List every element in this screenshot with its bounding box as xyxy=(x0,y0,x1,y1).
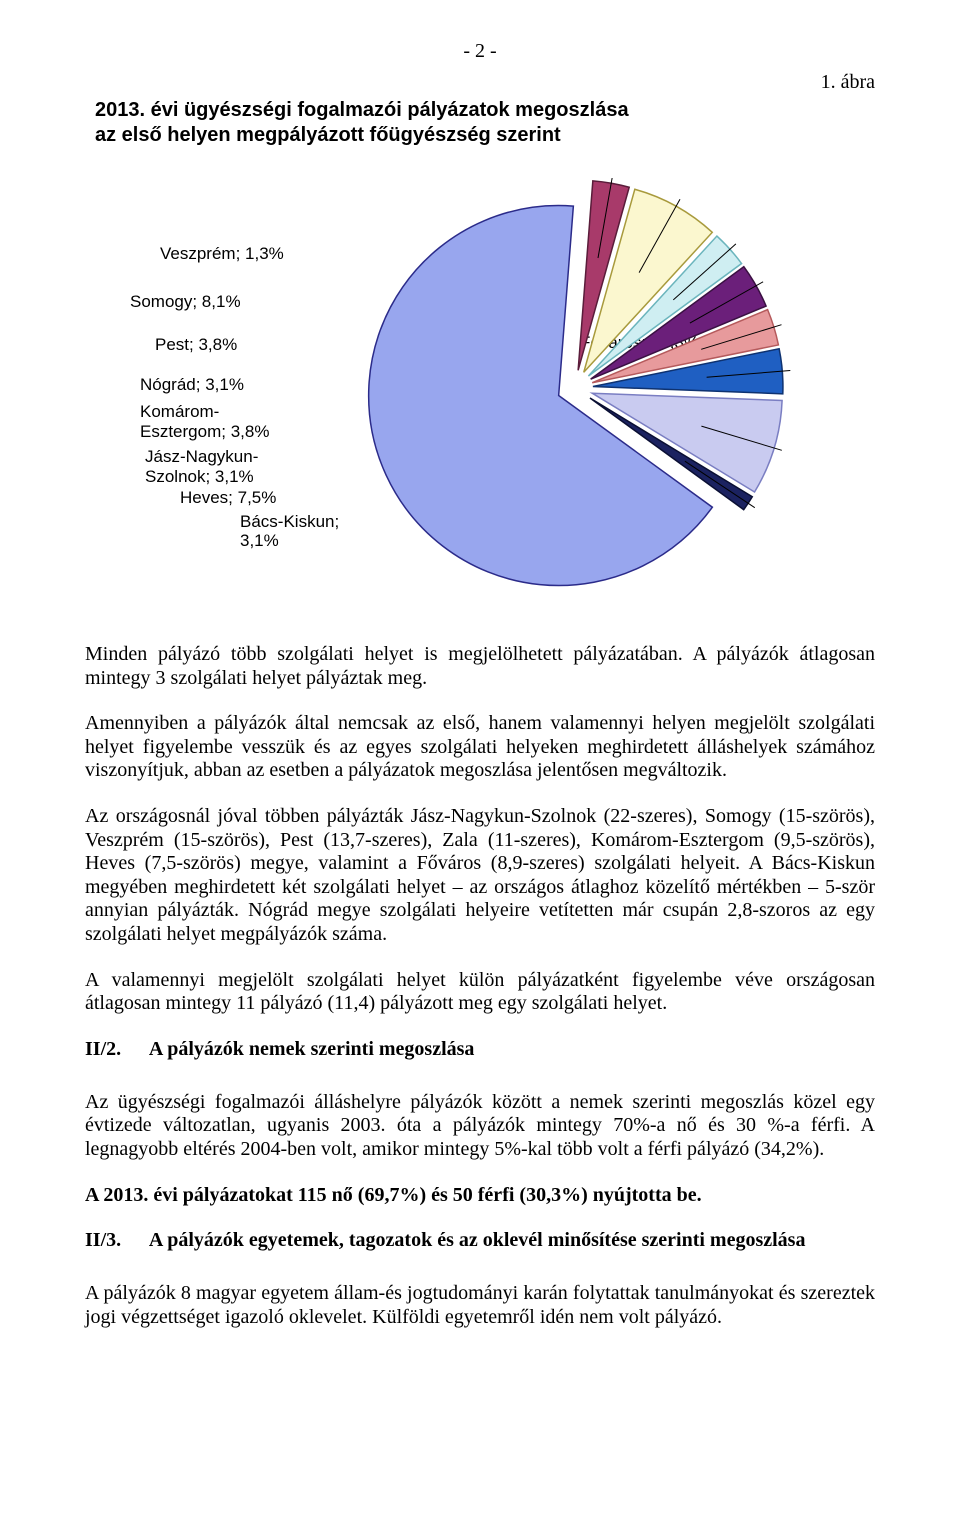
heading-ii2: II/2. A pályázók nemek szerinti megoszlá… xyxy=(85,1038,875,1061)
paragraph-4: A valamennyi megjelölt szolgálati helyet… xyxy=(85,969,875,1016)
paragraph-6: A 2013. évi pályázatokat 115 nő (69,7%) … xyxy=(85,1184,875,1208)
figure-block: 1. ábra 2013. évi ügyészségi fogalmazói … xyxy=(85,71,875,618)
heading-ii3-num: II/3. xyxy=(85,1229,145,1252)
paragraph-1: Minden pályázó több szolgálati helyet is… xyxy=(85,643,875,690)
label-somogy: Somogy; 8,1% xyxy=(130,292,345,312)
label-bacs: Bács-Kiskun; 3,1% xyxy=(240,512,345,551)
heading-ii3: II/3. A pályázók egyetemek, tagozatok és… xyxy=(85,1229,875,1252)
label-veszprem: Veszprém; 1,3% xyxy=(160,244,345,264)
chart-title-line1: 2013. évi ügyészségi fogalmazói pályázat… xyxy=(95,99,629,121)
heading-ii3-text: A pályázók egyetemek, tagozatok és az ok… xyxy=(149,1229,806,1251)
label-komarom-line1: Komárom- xyxy=(140,402,345,422)
chart-left-labels: Veszprém; 1,3% Somogy; 8,1% Pest; 3,8% N… xyxy=(85,238,345,551)
paragraph-7: A pályázók 8 magyar egyetem állam-és jog… xyxy=(85,1282,875,1329)
label-jnsz-line1: Jász-Nagykun- xyxy=(145,447,345,467)
label-nograd: Nógrád; 3,1% xyxy=(140,375,345,395)
chart-area: Veszprém; 1,3% Somogy; 8,1% Pest; 3,8% N… xyxy=(85,158,875,618)
figure-label: 1. ábra xyxy=(85,71,875,94)
paragraph-3: Az országosnál jóval többen pályázták Já… xyxy=(85,805,875,947)
paragraph-5: Az ügyészségi fogalmazói álláshelyre pál… xyxy=(85,1091,875,1162)
page-number: - 2 - xyxy=(85,40,875,63)
heading-ii2-text: A pályázók nemek szerinti megoszlása xyxy=(149,1038,475,1060)
label-jnsz-line2: Szolnok; 3,1% xyxy=(145,467,345,487)
label-komarom-line2: Esztergom; 3,8% xyxy=(140,422,345,442)
pie-chart xyxy=(365,178,825,623)
chart-title: 2013. évi ügyészségi fogalmazói pályázat… xyxy=(85,98,875,148)
heading-ii2-num: II/2. xyxy=(85,1038,145,1061)
label-pest: Pest; 3,8% xyxy=(155,335,345,355)
label-heves: Heves; 7,5% xyxy=(180,488,345,508)
paragraph-2: Amennyiben a pályázók által nemcsak az e… xyxy=(85,712,875,783)
chart-title-line2: az első helyen megpályázott főügyészség … xyxy=(95,124,561,146)
